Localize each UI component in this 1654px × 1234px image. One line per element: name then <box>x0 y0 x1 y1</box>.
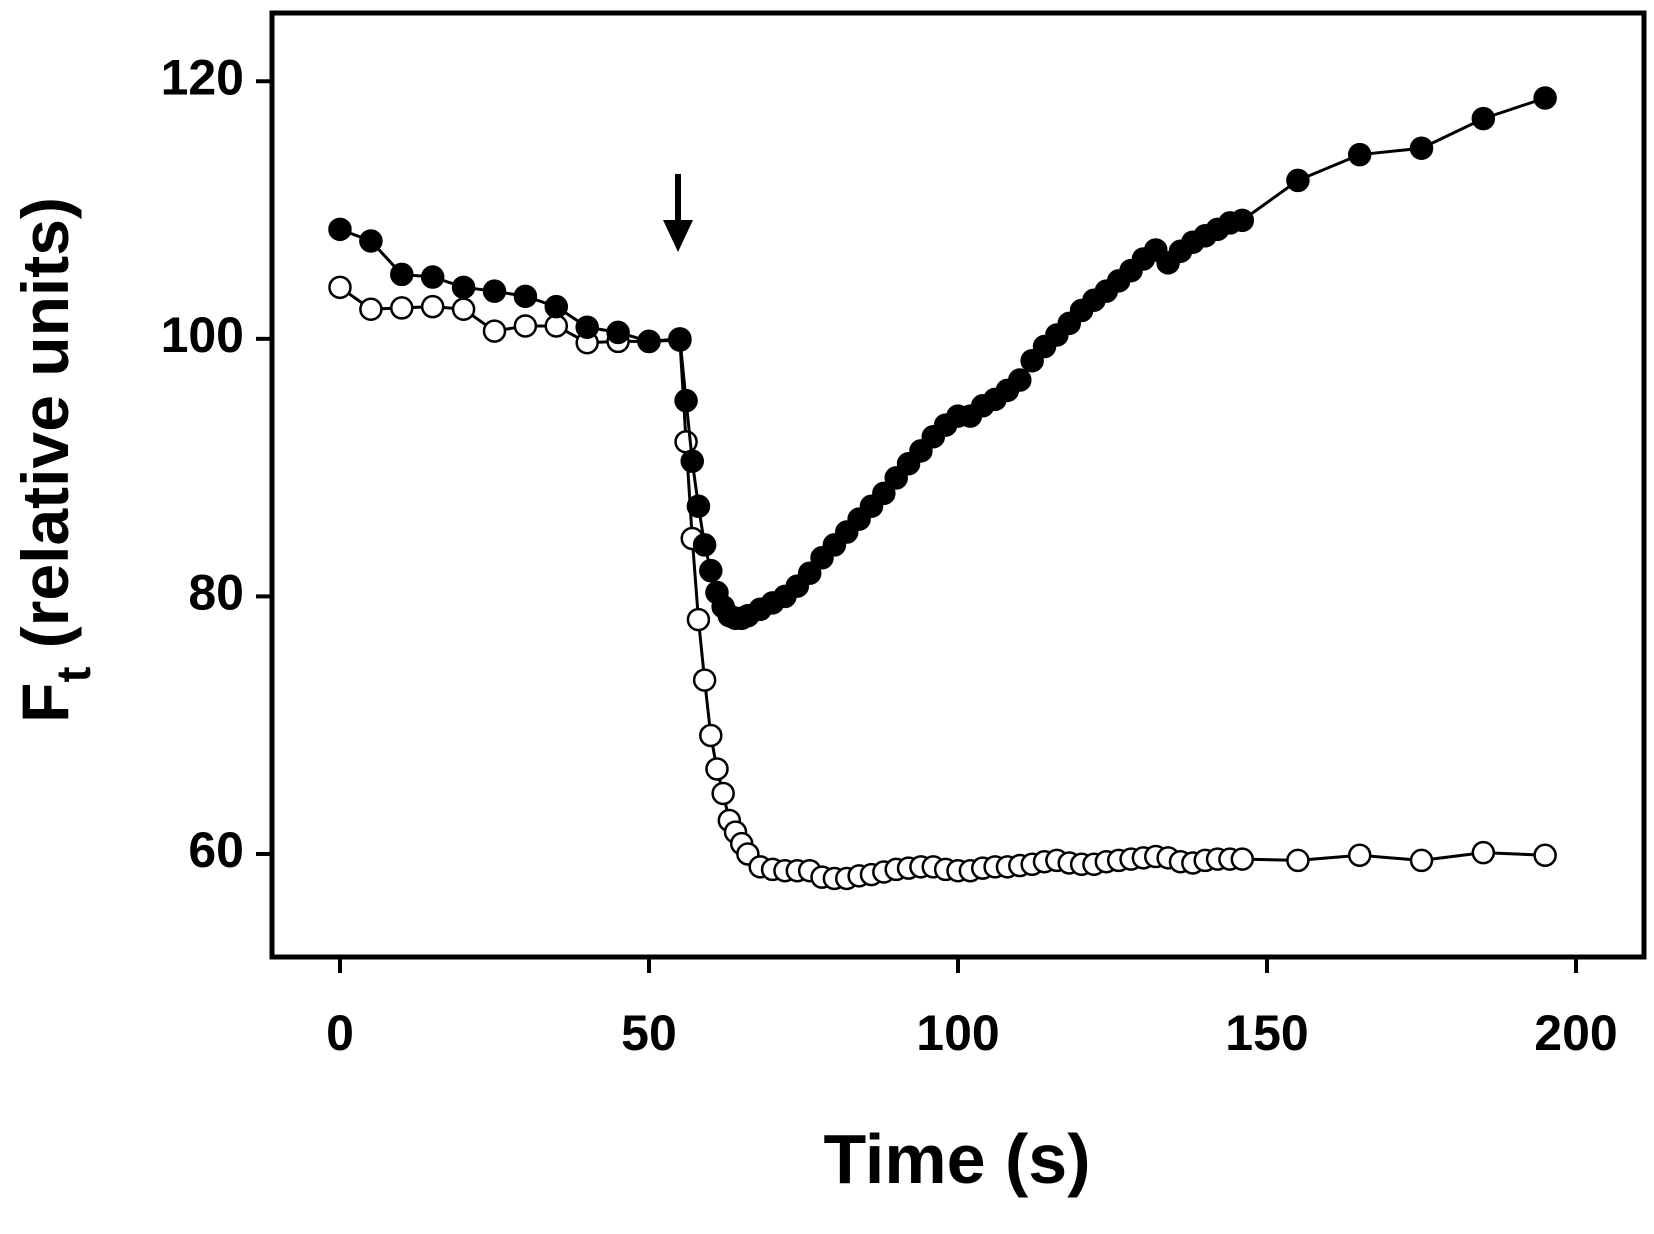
data-point <box>575 315 599 339</box>
x-tick-label: 150 <box>1225 1005 1308 1061</box>
arrow <box>663 174 693 252</box>
data-point <box>797 561 822 585</box>
data-point <box>420 294 445 319</box>
data-point <box>1533 86 1557 110</box>
x-axis-title: Time (s) <box>823 1120 1090 1198</box>
data-point <box>1286 848 1310 873</box>
data-point <box>513 284 538 309</box>
data-point <box>1008 368 1032 392</box>
y-axis-title-main: F <box>8 683 82 723</box>
y-tick-label: 100 <box>161 307 244 363</box>
data-point <box>686 494 711 518</box>
data-point <box>1471 106 1496 131</box>
data-point <box>1409 848 1434 873</box>
series-line <box>339 286 1546 880</box>
data-point <box>390 296 414 320</box>
x-tick-label: 50 <box>621 1005 677 1061</box>
data-point <box>451 275 476 300</box>
data-point <box>674 388 698 413</box>
x-tick-label: 100 <box>916 1005 999 1061</box>
data-point <box>1347 142 1372 167</box>
x-tick-label: 200 <box>1534 1005 1617 1061</box>
data-point <box>692 533 717 557</box>
data-point <box>1286 168 1310 193</box>
data-point <box>1230 208 1255 233</box>
data-point <box>705 757 729 781</box>
y-tick-label: 120 <box>161 49 244 105</box>
y-axis-title: Ft (relative units) <box>8 197 101 723</box>
y-axis-title-rest: (relative units) <box>8 197 82 666</box>
data-point <box>544 294 569 319</box>
data-point <box>872 481 896 506</box>
data-point <box>686 607 711 632</box>
y-tick-label: 60 <box>188 822 244 878</box>
data-point <box>668 327 692 351</box>
data-point <box>1533 843 1557 868</box>
plot-frame <box>269 10 1647 960</box>
data-point <box>1471 840 1496 865</box>
data-point <box>699 558 723 583</box>
data-point <box>692 668 717 692</box>
data-point <box>699 723 723 748</box>
data-point <box>637 329 661 354</box>
data-point <box>680 449 705 473</box>
data-point <box>1347 843 1372 868</box>
y-tick-label: 80 <box>188 565 244 621</box>
data-point <box>451 297 476 321</box>
data-point <box>359 229 383 253</box>
data-point <box>674 430 698 454</box>
data-point <box>420 265 445 289</box>
data-point <box>544 314 569 338</box>
data-point <box>1409 136 1434 160</box>
data-point <box>359 297 383 321</box>
data-point <box>482 319 507 343</box>
data-point <box>711 781 735 806</box>
data-point <box>390 262 414 287</box>
data-point <box>328 217 352 242</box>
data-point <box>1230 847 1255 871</box>
data-point <box>328 275 352 300</box>
x-tick-label: 0 <box>326 1005 354 1061</box>
data-point <box>482 279 507 303</box>
data-point <box>513 314 538 338</box>
data-point <box>606 320 630 345</box>
y-axis-title-sub: t <box>48 667 101 683</box>
series-line <box>339 96 1546 620</box>
